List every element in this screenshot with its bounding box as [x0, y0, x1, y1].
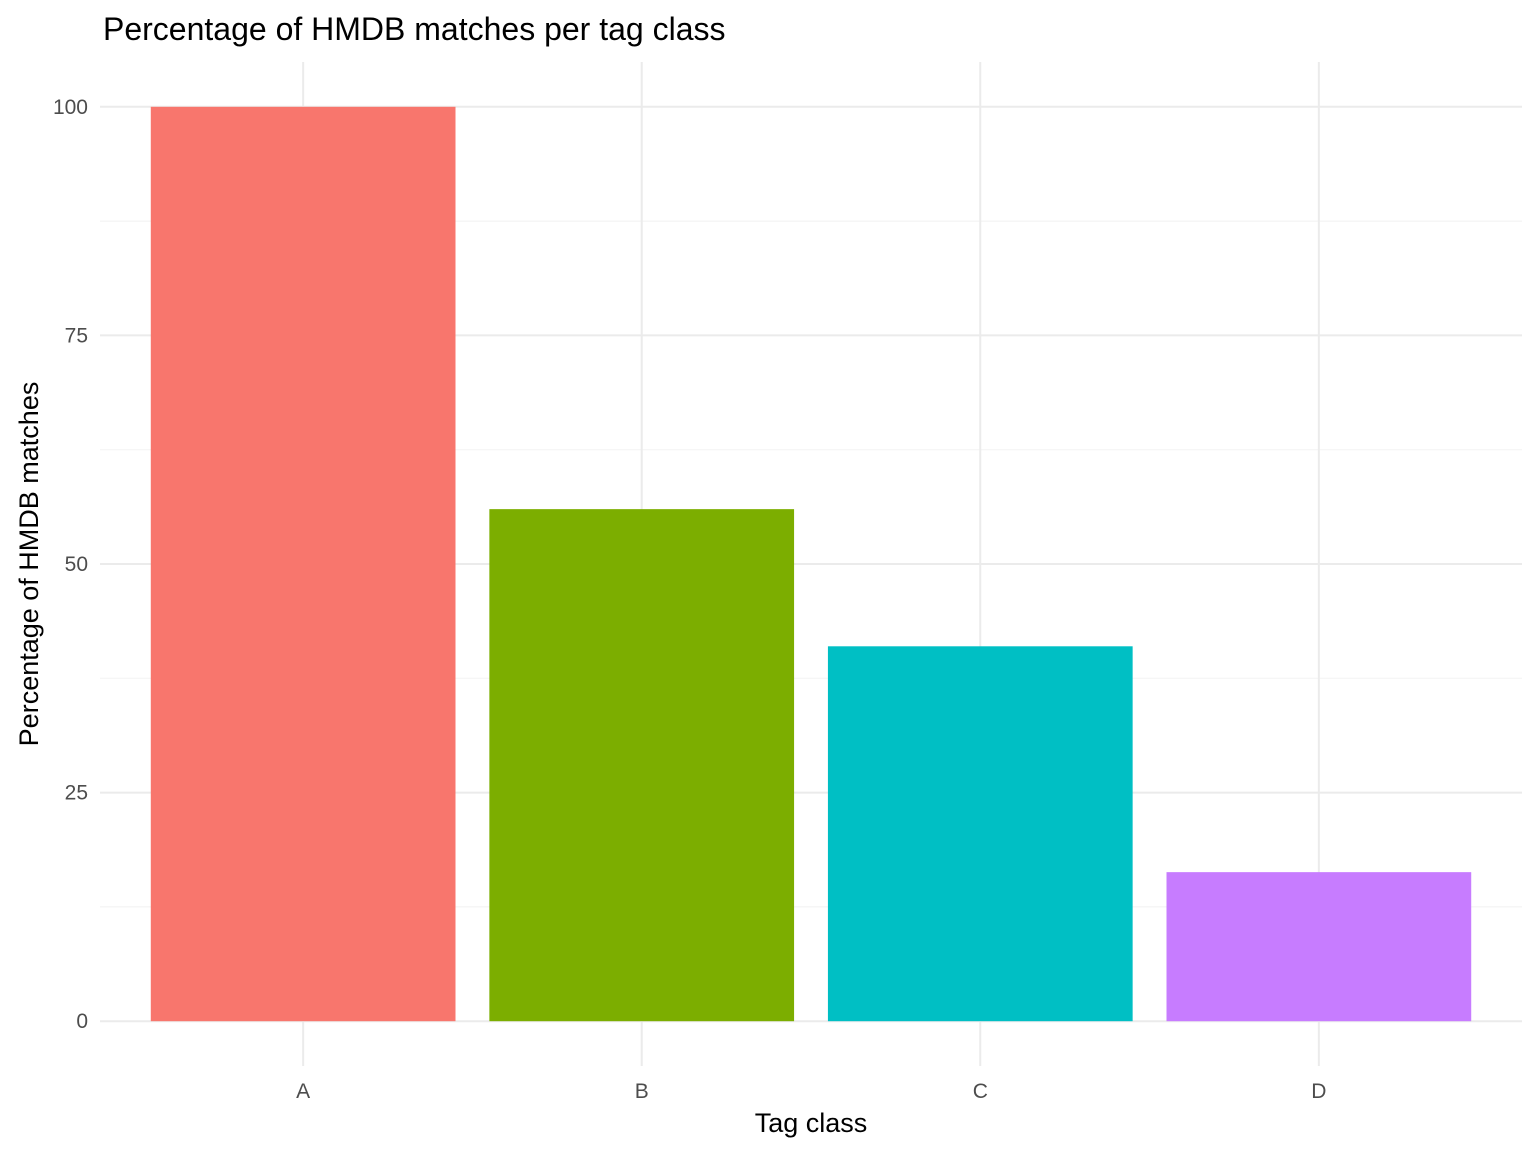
x-axis-ticks: A B C D	[296, 1080, 1326, 1103]
x-tick-label: A	[296, 1080, 310, 1103]
y-tick-label: 75	[65, 324, 88, 347]
y-axis-ticks: 0 25 50 75 100	[53, 96, 88, 1033]
bar-a	[150, 106, 456, 1022]
chart-title: Percentage of HMDB matches per tag class	[103, 11, 726, 47]
bar-b	[489, 509, 795, 1022]
y-axis-title: Percentage of HMDB matches	[14, 382, 44, 747]
bars	[150, 106, 1472, 1022]
x-axis-title: Tag class	[755, 1108, 868, 1138]
x-tick-label: B	[635, 1080, 649, 1103]
bar-d	[1166, 872, 1472, 1022]
y-tick-label: 100	[53, 96, 88, 119]
y-tick-label: 0	[76, 1010, 88, 1033]
y-tick-label: 25	[65, 782, 88, 805]
x-tick-label: D	[1311, 1080, 1326, 1103]
y-tick-label: 50	[65, 553, 88, 576]
bar-c	[827, 646, 1133, 1022]
x-tick-label: C	[973, 1080, 988, 1103]
